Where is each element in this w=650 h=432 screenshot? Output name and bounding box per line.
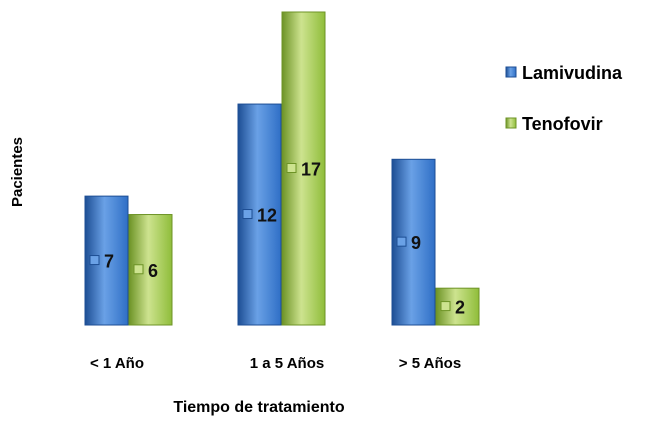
data-label-tenofovir-1: 17 [301, 160, 321, 180]
x-tick-label-0: < 1 Año [90, 355, 144, 372]
data-label-tenofovir-0: 6 [148, 261, 158, 281]
x-tick-label-1: 1 a 5 Años [250, 355, 324, 372]
legend: Lamivudina Tenofovir [505, 63, 623, 134]
data-label-lamivudina-1: 12 [257, 206, 277, 226]
category-ticks-layer: < 1 Año 1 a 5 Años > 5 Años [90, 355, 461, 372]
data-label-lamivudina-2: 9 [411, 233, 421, 253]
y-axis-label: Pacientes [9, 137, 26, 207]
data-label-lamivudina-0: 7 [104, 252, 114, 272]
legend-label-lamivudina: Lamivudina [522, 63, 623, 83]
data-label-marker-lamivudina-2 [396, 236, 407, 247]
data-label-marker-tenofovir-1 [286, 163, 297, 173]
data-label-marker-tenofovir-0 [133, 264, 144, 275]
legend-marker-lamivudina [505, 66, 517, 78]
data-label-marker-lamivudina-0 [89, 255, 100, 266]
x-axis-label: Tiempo de tratamiento [173, 399, 345, 416]
data-label-tenofovir-2: 2 [455, 298, 465, 318]
data-label-marker-tenofovir-2 [440, 301, 451, 312]
bars-layer [84, 11, 480, 326]
bar-tenofovir-2 [435, 287, 480, 326]
legend-label-tenofovir: Tenofovir [522, 114, 603, 134]
data-labels-layer: 7 6 12 17 9 2 [89, 160, 465, 318]
data-label-marker-lamivudina-1 [242, 209, 253, 220]
x-tick-label-2: > 5 Años [399, 355, 461, 372]
legend-marker-tenofovir [505, 117, 517, 129]
